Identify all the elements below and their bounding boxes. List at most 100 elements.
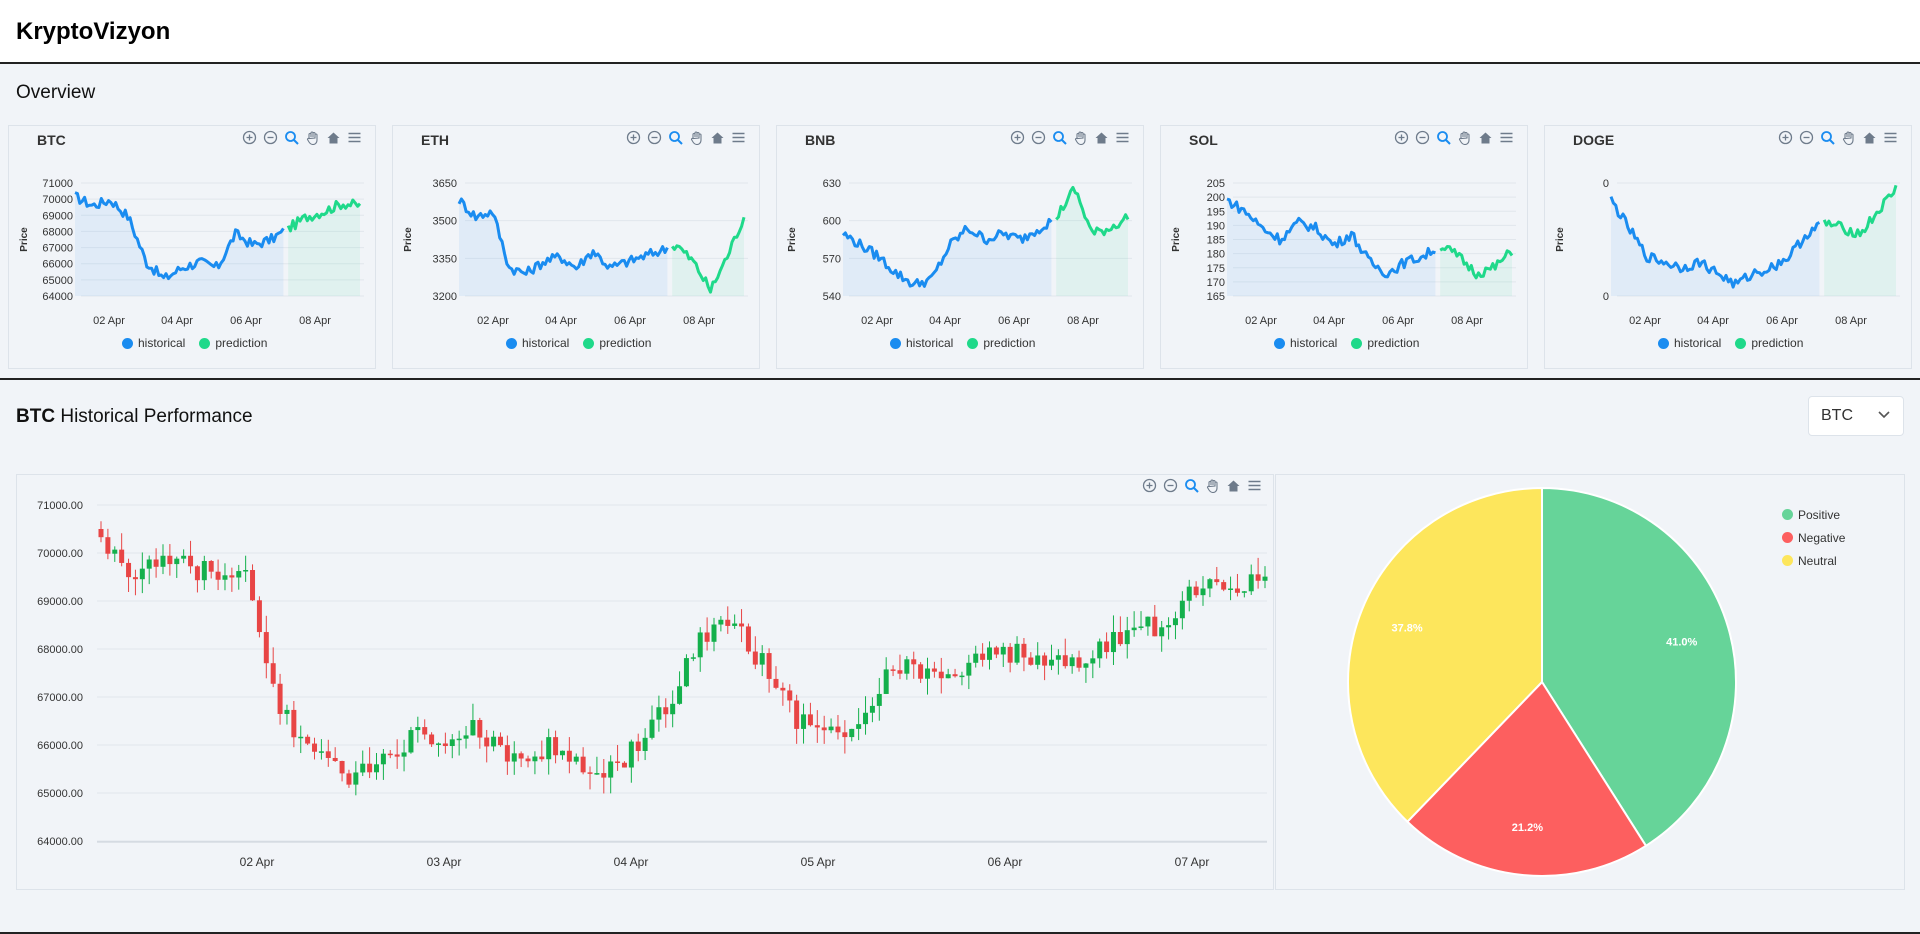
candle-body bbox=[525, 758, 531, 762]
pan-hand-icon[interactable] bbox=[688, 129, 705, 146]
legend-historical[interactable]: historical bbox=[122, 336, 185, 350]
y-tick-label: 570 bbox=[823, 253, 841, 265]
candle-body bbox=[1262, 576, 1268, 581]
pan-hand-icon[interactable] bbox=[1204, 477, 1221, 494]
legend-dot bbox=[506, 337, 517, 349]
x-tick-label: 02 Apr bbox=[1245, 315, 1277, 327]
candle-body bbox=[484, 737, 490, 747]
selection-zoom-icon[interactable] bbox=[1183, 477, 1200, 494]
zoom-in-icon[interactable] bbox=[241, 129, 258, 146]
legend-label: prediction bbox=[599, 336, 652, 350]
legend-prediction[interactable]: prediction bbox=[1735, 336, 1803, 350]
menu-icon[interactable] bbox=[1246, 477, 1263, 494]
zoom-in-icon[interactable] bbox=[1393, 129, 1410, 146]
historical-title-suffix: Historical Performance bbox=[60, 406, 253, 427]
candle-body bbox=[415, 727, 421, 731]
selection-zoom-icon[interactable] bbox=[1819, 129, 1836, 146]
coin-card-title: SOL bbox=[1189, 132, 1218, 148]
candle-body bbox=[952, 674, 958, 677]
candle-body bbox=[1138, 626, 1144, 628]
legend-dot bbox=[583, 337, 595, 349]
pie-slice-positive[interactable] bbox=[1541, 486, 1737, 848]
candle-body bbox=[1062, 655, 1068, 667]
candle-body bbox=[1055, 655, 1061, 660]
legend-historical[interactable]: historical bbox=[1658, 336, 1721, 350]
zoom-in-icon[interactable] bbox=[1141, 477, 1158, 494]
legend-prediction[interactable]: prediction bbox=[199, 336, 267, 350]
candle-body bbox=[863, 712, 869, 725]
candle-body bbox=[869, 705, 875, 713]
zoom-out-icon[interactable] bbox=[646, 129, 663, 146]
historical-area bbox=[459, 199, 668, 296]
candle-body bbox=[277, 683, 283, 714]
zoom-out-icon[interactable] bbox=[1162, 477, 1179, 494]
pan-hand-icon[interactable] bbox=[1072, 129, 1089, 146]
menu-icon[interactable] bbox=[1498, 129, 1515, 146]
pie-slice-neutral[interactable] bbox=[1347, 486, 1543, 824]
candle-body bbox=[918, 664, 924, 679]
pie-legend-negative[interactable]: Negative bbox=[1782, 526, 1845, 549]
legend-prediction[interactable]: prediction bbox=[583, 336, 651, 350]
legend-dot bbox=[1351, 337, 1363, 349]
candlestick-chart: 71000.00 70000.00 69000.00 68000.00 67000.00… bbox=[16, 474, 1274, 890]
candle-body bbox=[615, 761, 621, 763]
pie-legend-positive[interactable]: Positive bbox=[1782, 503, 1845, 526]
candle-body bbox=[139, 568, 145, 580]
home-icon[interactable] bbox=[1093, 129, 1110, 146]
selection-zoom-icon[interactable] bbox=[1435, 129, 1452, 146]
y-tick-label: 205 bbox=[1207, 178, 1225, 190]
home-icon[interactable] bbox=[1477, 129, 1494, 146]
y-tick-label: 65000.00 bbox=[37, 788, 83, 800]
zoom-out-icon[interactable] bbox=[1414, 129, 1431, 146]
pan-hand-icon[interactable] bbox=[1456, 129, 1473, 146]
x-tick-label: 08 Apr bbox=[1835, 315, 1867, 327]
candle-body bbox=[594, 773, 600, 775]
candle-body bbox=[621, 762, 627, 768]
legend-dot bbox=[1658, 337, 1669, 349]
pie-slice-label: 37.8% bbox=[1391, 623, 1422, 635]
candle-body bbox=[1042, 655, 1048, 666]
legend-label: Neutral bbox=[1798, 553, 1837, 568]
legend-historical[interactable]: historical bbox=[890, 336, 953, 350]
candle-body bbox=[566, 750, 572, 762]
candle-body bbox=[973, 653, 979, 663]
home-icon[interactable] bbox=[325, 129, 342, 146]
legend-dot bbox=[1782, 509, 1793, 520]
zoom-in-icon[interactable] bbox=[1777, 129, 1794, 146]
candle-body bbox=[236, 571, 242, 578]
home-icon[interactable] bbox=[1225, 477, 1242, 494]
y-tick-label: 67000.00 bbox=[37, 692, 83, 704]
zoom-out-icon[interactable] bbox=[262, 129, 279, 146]
y-tick-label: 0 bbox=[1603, 291, 1609, 303]
pie-legend-neutral[interactable]: Neutral bbox=[1782, 549, 1845, 572]
zoom-in-icon[interactable] bbox=[1009, 129, 1026, 146]
selection-zoom-icon[interactable] bbox=[1051, 129, 1068, 146]
pan-hand-icon[interactable] bbox=[1840, 129, 1857, 146]
x-tick-label: 06 Apr bbox=[1766, 315, 1798, 327]
menu-icon[interactable] bbox=[730, 129, 747, 146]
selection-zoom-icon[interactable] bbox=[667, 129, 684, 146]
home-icon[interactable] bbox=[1861, 129, 1878, 146]
coin-select[interactable]: BTC bbox=[1808, 396, 1904, 436]
selection-zoom-icon[interactable] bbox=[283, 129, 300, 146]
candle-body bbox=[807, 714, 813, 726]
menu-icon[interactable] bbox=[346, 129, 363, 146]
x-tick-label: 04 Apr bbox=[545, 315, 577, 327]
pan-hand-icon[interactable] bbox=[304, 129, 321, 146]
zoom-out-icon[interactable] bbox=[1798, 129, 1815, 146]
legend-historical[interactable]: historical bbox=[1274, 336, 1337, 350]
candle-body bbox=[849, 728, 855, 738]
y-tick-label: 70000 bbox=[42, 194, 73, 206]
zoom-out-icon[interactable] bbox=[1030, 129, 1047, 146]
candle-body bbox=[980, 653, 986, 660]
legend-historical[interactable]: historical bbox=[506, 336, 569, 350]
candle-body bbox=[573, 756, 579, 762]
zoom-in-icon[interactable] bbox=[625, 129, 642, 146]
pie-slice-negative[interactable] bbox=[1406, 680, 1648, 877]
y-axis-label: Price bbox=[403, 227, 414, 252]
menu-icon[interactable] bbox=[1114, 129, 1131, 146]
legend-prediction[interactable]: prediction bbox=[967, 336, 1035, 350]
menu-icon[interactable] bbox=[1882, 129, 1899, 146]
home-icon[interactable] bbox=[709, 129, 726, 146]
legend-prediction[interactable]: prediction bbox=[1351, 336, 1419, 350]
